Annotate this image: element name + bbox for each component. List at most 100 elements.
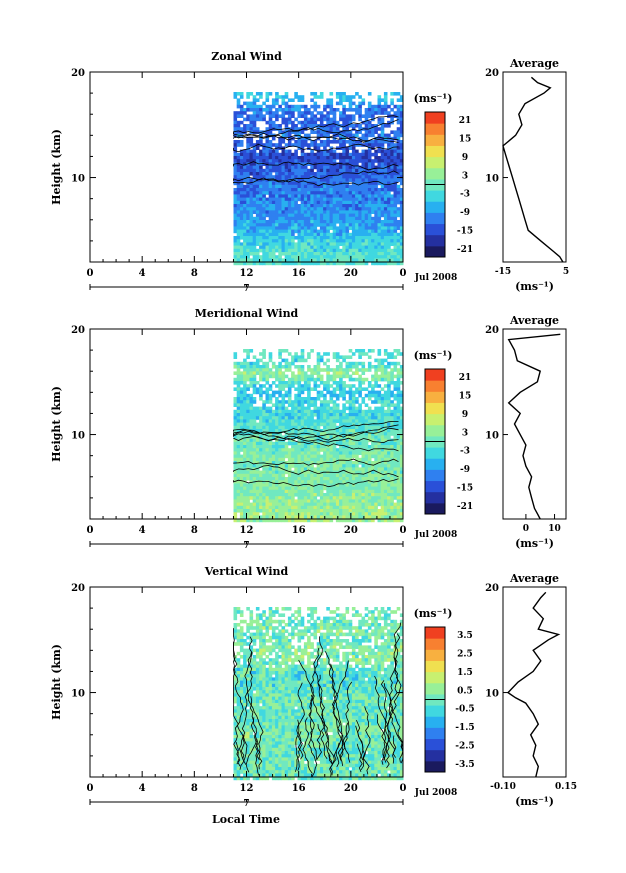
heatmap-cell bbox=[246, 117, 250, 122]
heatmap-cell bbox=[265, 419, 270, 423]
heatmap-cell bbox=[326, 509, 330, 513]
heatmap-cell bbox=[396, 445, 401, 449]
heatmap-cell bbox=[255, 111, 260, 115]
heatmap-cell bbox=[294, 168, 298, 173]
heatmap-cell bbox=[262, 467, 266, 471]
heatmap-cell bbox=[278, 239, 282, 243]
heatmap-cell bbox=[390, 429, 394, 433]
heatmap-cell bbox=[300, 248, 305, 253]
heatmap-cell bbox=[236, 368, 241, 372]
heatmap-cell bbox=[323, 451, 327, 455]
heatmap-cell bbox=[342, 200, 346, 205]
heatmap-cell bbox=[300, 252, 305, 256]
heatmap-cell bbox=[393, 409, 398, 414]
heatmap-cell bbox=[307, 200, 311, 205]
heatmap-cell bbox=[271, 236, 276, 240]
heatmap-cell bbox=[294, 470, 298, 475]
heatmap-cell bbox=[339, 111, 343, 115]
heatmap-cell bbox=[396, 502, 401, 507]
heatmap-cell bbox=[287, 178, 292, 182]
heatmap-cell bbox=[377, 365, 382, 369]
heatmap-cell bbox=[355, 245, 359, 250]
heatmap-cell bbox=[323, 207, 327, 211]
heatmap-cell bbox=[246, 108, 250, 112]
heatmap-cell bbox=[249, 509, 254, 513]
heatmap-cell bbox=[239, 505, 244, 510]
heatmap-cell bbox=[255, 509, 260, 513]
heatmap-cell bbox=[236, 98, 241, 102]
heatmap-cell bbox=[275, 248, 279, 253]
heatmap-cell bbox=[332, 136, 337, 141]
heatmap-cell bbox=[345, 499, 350, 503]
heatmap-cell bbox=[319, 435, 324, 439]
heatmap-cell bbox=[323, 384, 327, 388]
heatmap-cell bbox=[249, 188, 254, 192]
heatmap-cell bbox=[393, 374, 398, 379]
heatmap-cell bbox=[239, 477, 244, 481]
heatmap-cell bbox=[342, 127, 346, 131]
heatmap-cell bbox=[233, 236, 238, 240]
heatmap-cell bbox=[348, 124, 353, 128]
heatmap-cell bbox=[319, 422, 324, 427]
heatmap-cell bbox=[278, 499, 282, 503]
heatmap-cell bbox=[262, 156, 266, 160]
heatmap-cell bbox=[319, 111, 324, 115]
heatmap-cell bbox=[268, 454, 273, 459]
heatmap-cell bbox=[278, 368, 282, 372]
heatmap-cell bbox=[303, 232, 308, 237]
heatmap-cell bbox=[380, 133, 385, 138]
heatmap-cell bbox=[361, 352, 366, 356]
heatmap-cell bbox=[294, 261, 298, 266]
heatmap-cell bbox=[377, 374, 382, 379]
heatmap-cell bbox=[371, 133, 375, 138]
heatmap-cell bbox=[239, 226, 244, 230]
heatmap-cell bbox=[236, 226, 241, 230]
colorbar-segment bbox=[425, 201, 445, 213]
heatmap-cell bbox=[345, 140, 350, 144]
heatmap-cell bbox=[297, 464, 302, 468]
heatmap-cell bbox=[335, 512, 340, 516]
heatmap-cell bbox=[233, 493, 238, 497]
heatmap-cell bbox=[281, 400, 286, 404]
heatmap-cell bbox=[252, 489, 257, 494]
heatmap-cell bbox=[371, 226, 375, 230]
heatmap-cell bbox=[297, 377, 302, 382]
heatmap-cell bbox=[319, 400, 324, 404]
heatmap-cell bbox=[278, 448, 282, 452]
heatmap-cell bbox=[323, 216, 327, 221]
heatmap-cell bbox=[233, 464, 238, 468]
heatmap-cell bbox=[367, 413, 372, 417]
heatmap-cell bbox=[374, 248, 378, 253]
heatmap-cell bbox=[307, 406, 311, 411]
heatmap-cell bbox=[396, 117, 401, 122]
heatmap-cell bbox=[361, 248, 366, 253]
heatmap-cell bbox=[355, 152, 359, 157]
heatmap-cell bbox=[332, 496, 337, 500]
heatmap-cell bbox=[355, 365, 359, 369]
heatmap-cell bbox=[335, 403, 340, 407]
heatmap-cell bbox=[268, 393, 273, 398]
heatmap-cell bbox=[233, 245, 238, 250]
heatmap-cell bbox=[297, 451, 302, 455]
heatmap-cell bbox=[371, 140, 375, 144]
heatmap-cell bbox=[367, 457, 372, 462]
heatmap-cell bbox=[246, 140, 250, 144]
heatmap-cell bbox=[262, 454, 266, 459]
heatmap-cell bbox=[396, 509, 401, 513]
heatmap-cell bbox=[358, 258, 362, 262]
heatmap-cell bbox=[367, 178, 372, 182]
heatmap-cell bbox=[371, 349, 375, 353]
heatmap-cell bbox=[380, 152, 385, 157]
heatmap-cell bbox=[387, 239, 391, 243]
heatmap-cell bbox=[377, 229, 382, 234]
heatmap-cell bbox=[316, 210, 321, 214]
heatmap-cell bbox=[383, 92, 388, 96]
heatmap-cell bbox=[236, 223, 241, 227]
heatmap-cell bbox=[297, 489, 302, 494]
heatmap-cell bbox=[255, 489, 260, 494]
heatmap-cell bbox=[265, 200, 270, 205]
heatmap-cell bbox=[351, 210, 356, 214]
heatmap-cell bbox=[287, 480, 292, 484]
heatmap-cell bbox=[371, 216, 375, 221]
heatmap-cell bbox=[252, 165, 257, 170]
